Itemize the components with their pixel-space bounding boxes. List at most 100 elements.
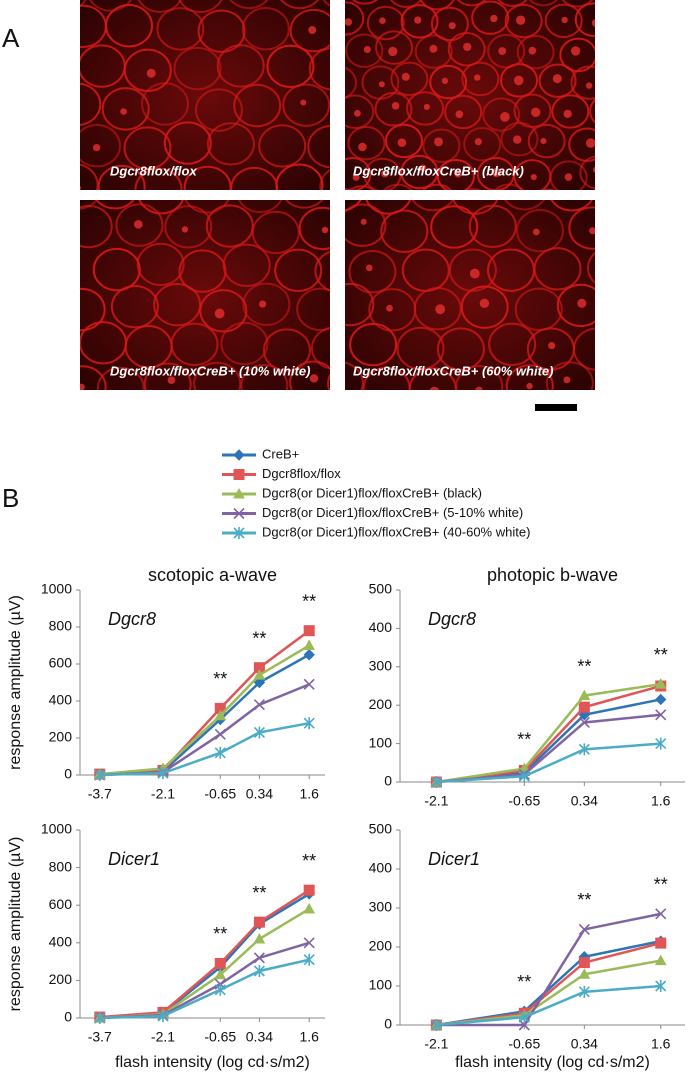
marker [214,746,226,759]
series-line [436,939,661,1027]
cell [156,7,205,51]
nucleus [513,75,524,86]
marker [303,639,316,650]
y-axis-title: response amplitude (µV) [7,595,24,770]
nucleus [479,298,490,309]
nucleus [214,308,225,319]
significance-label: ** [252,883,266,903]
marker [430,776,442,788]
marker [157,1010,169,1023]
nucleus [352,173,360,181]
cell [80,124,121,168]
marker [655,709,667,721]
cell [390,0,423,8]
nucleus [429,386,440,390]
nucleus [365,264,373,272]
significance-label: ** [213,924,227,944]
nucleus [627,302,635,310]
nucleus [531,107,541,118]
image-caption: Dgcr8flox/flox [110,163,197,178]
x-axis-title: flash intensity (log cd·s/m2) [455,1054,650,1071]
cell [345,1,365,36]
marker [303,884,315,896]
nucleus [454,170,462,178]
scale-bar [535,404,577,411]
nucleus [337,183,343,189]
cell [500,121,539,157]
nucleus [475,386,483,390]
marker [578,923,590,936]
legend-label: Dgcr8(or Dicer1)flox/floxCreB+ (40-60% w… [262,524,530,539]
y-tick-label: 0 [384,773,392,789]
cell [550,200,593,212]
cell [595,172,641,213]
nucleus [526,382,533,390]
cell [80,204,113,249]
significance-label: ** [654,645,668,665]
nucleus [80,185,81,190]
cell [365,200,411,215]
cell [497,0,528,7]
cell [561,0,593,8]
nucleus [652,264,658,270]
marker [303,717,315,730]
nucleus [528,46,537,55]
cell [137,0,182,13]
marker [578,689,591,701]
cell [600,38,636,70]
y-tick-label: 0 [64,1009,72,1025]
cell [460,285,509,329]
panel-label: A [2,23,20,53]
cell [222,243,271,288]
micrograph [80,0,330,190]
cell [345,94,375,129]
image-caption: Dgcr8flox/floxCreB+ (black) [353,163,524,178]
marker [578,957,590,969]
cell [134,167,183,190]
cell [487,33,526,69]
cell [533,247,582,291]
cell [163,121,212,165]
series-line [99,629,310,776]
series-line [99,907,310,1020]
marker [214,983,226,996]
nucleus [181,226,189,233]
x-tick-label: 0.34 [246,1029,273,1045]
nucleus [469,268,480,279]
series-line [436,912,661,1027]
marker [303,937,315,949]
cell [345,282,375,327]
annotation: Dicer1 [428,849,480,869]
y-tick-label: 400 [49,692,73,708]
annotation: Dgcr8 [428,609,476,629]
x-tick-label: -3.7 [88,786,112,802]
cell [455,365,504,390]
significance-label: ** [302,591,316,611]
marker [654,678,667,689]
nucleus [167,376,176,385]
nucleus [563,109,572,118]
significance-label: ** [654,875,668,895]
nucleus [429,44,438,53]
nucleus [530,173,537,181]
cell [384,123,423,159]
cells [345,0,636,190]
nucleus [92,143,101,152]
y-tick-label: 1000 [41,821,72,837]
nucleus [601,107,609,115]
nucleus [448,22,456,30]
cell [366,5,405,41]
x-tick-label: -3.7 [88,1029,112,1045]
cell [374,92,413,127]
x-axis-title: flash intensity (log cd·s/m2) [115,1054,310,1071]
cell [436,327,485,371]
nucleus [474,138,482,146]
legend-label: Dgcr8(or Dicer1)flox/floxCreB+ (black) [262,485,482,500]
cell [220,321,269,366]
cell [463,127,502,162]
cell [206,122,255,166]
cell [444,94,483,130]
cell [251,210,300,255]
nucleus [616,187,624,195]
cell [262,328,311,372]
